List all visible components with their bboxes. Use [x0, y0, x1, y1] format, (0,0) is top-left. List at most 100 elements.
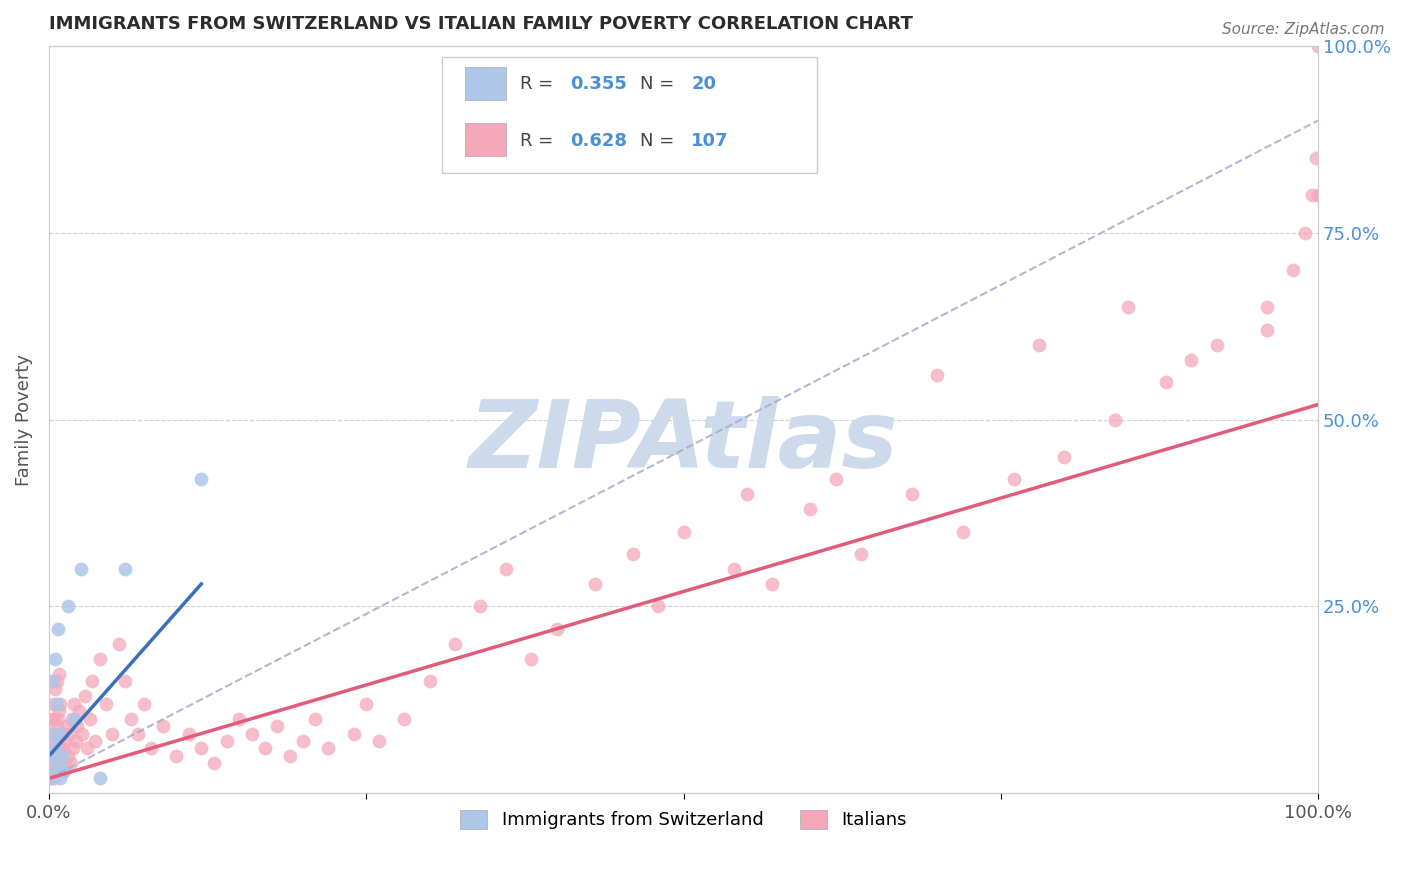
Point — [73, 689, 96, 703]
Point — [368, 734, 391, 748]
Point — [1053, 450, 1076, 464]
Text: IMMIGRANTS FROM SWITZERLAND VS ITALIAN FAMILY POVERTY CORRELATION CHART: IMMIGRANTS FROM SWITZERLAND VS ITALIAN F… — [49, 15, 912, 33]
Point — [824, 472, 846, 486]
Point — [470, 599, 492, 614]
Point — [228, 712, 250, 726]
Point — [177, 726, 200, 740]
Point — [41, 712, 63, 726]
Text: R =: R = — [520, 131, 558, 150]
Point — [927, 368, 949, 382]
Point — [202, 756, 225, 771]
Point — [44, 741, 66, 756]
Point — [66, 719, 89, 733]
Point — [546, 622, 568, 636]
Point — [65, 734, 87, 748]
Point — [42, 674, 65, 689]
Point — [127, 726, 149, 740]
Text: R =: R = — [520, 75, 558, 93]
Point — [49, 772, 72, 786]
Point — [152, 719, 174, 733]
Point — [67, 704, 90, 718]
Point — [48, 726, 70, 740]
Point — [190, 472, 212, 486]
Point — [49, 748, 72, 763]
Point — [52, 741, 75, 756]
Point — [901, 487, 924, 501]
Y-axis label: Family Poverty: Family Poverty — [15, 353, 32, 485]
Text: 0.355: 0.355 — [571, 75, 627, 93]
Point — [134, 697, 156, 711]
Point — [70, 726, 93, 740]
Point — [1002, 472, 1025, 486]
Point — [41, 764, 63, 778]
Point — [46, 756, 69, 771]
Point — [304, 712, 326, 726]
Point — [1305, 151, 1327, 165]
Point — [82, 674, 104, 689]
Point — [42, 734, 65, 748]
FancyBboxPatch shape — [465, 67, 506, 100]
Point — [44, 764, 66, 778]
Point — [55, 719, 77, 733]
Point — [761, 577, 783, 591]
Point — [583, 577, 606, 591]
Point — [51, 748, 73, 763]
Point — [723, 562, 745, 576]
Point — [672, 524, 695, 539]
Point — [647, 599, 669, 614]
Point — [62, 741, 84, 756]
Point — [735, 487, 758, 501]
Point — [56, 748, 79, 763]
Point — [83, 734, 105, 748]
Point — [42, 741, 65, 756]
Point — [42, 772, 65, 786]
Point — [89, 652, 111, 666]
Point — [1205, 337, 1227, 351]
Point — [394, 712, 416, 726]
Point — [79, 712, 101, 726]
Text: N =: N = — [640, 131, 681, 150]
Point — [1308, 188, 1330, 202]
Point — [215, 734, 238, 748]
Point — [49, 697, 72, 711]
Point — [42, 712, 65, 726]
Point — [48, 741, 70, 756]
Point — [316, 741, 339, 756]
Point — [952, 524, 974, 539]
Point — [53, 756, 76, 771]
Point — [46, 756, 69, 771]
Point — [51, 726, 73, 740]
Point — [520, 652, 543, 666]
Point — [240, 726, 263, 740]
Legend: Immigrants from Switzerland, Italians: Immigrants from Switzerland, Italians — [453, 803, 914, 837]
Point — [42, 756, 65, 771]
Point — [799, 502, 821, 516]
Point — [45, 748, 67, 763]
Point — [1281, 263, 1303, 277]
Point — [495, 562, 517, 576]
Point — [444, 637, 467, 651]
Point — [291, 734, 314, 748]
Point — [63, 697, 86, 711]
Point — [46, 712, 69, 726]
Point — [51, 764, 73, 778]
Text: ZIPAtlas: ZIPAtlas — [468, 396, 898, 488]
Point — [101, 726, 124, 740]
Point — [44, 681, 66, 696]
Point — [139, 741, 162, 756]
Point — [165, 748, 187, 763]
Point — [1256, 323, 1278, 337]
Point — [190, 741, 212, 756]
Point — [59, 756, 82, 771]
Point — [1116, 301, 1139, 315]
Point — [1308, 38, 1330, 53]
Point — [42, 726, 65, 740]
Point — [45, 697, 67, 711]
Point — [342, 726, 364, 740]
Point — [45, 674, 67, 689]
Point — [621, 547, 644, 561]
Point — [253, 741, 276, 756]
Point — [266, 719, 288, 733]
Point — [1154, 375, 1177, 389]
Point — [42, 764, 65, 778]
